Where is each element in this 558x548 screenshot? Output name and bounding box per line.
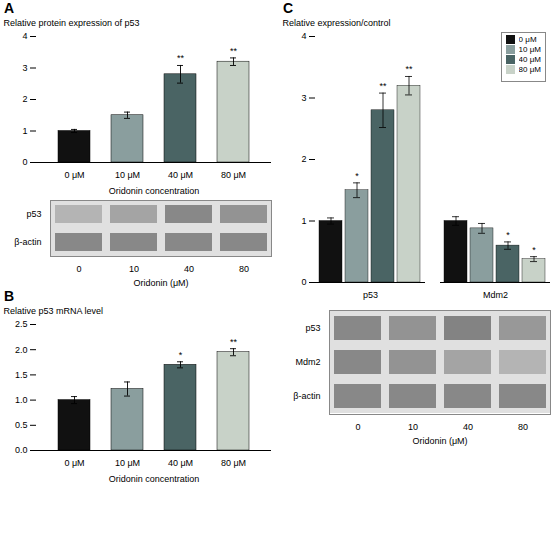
svg-text:p53: p53 [363, 290, 378, 300]
svg-text:p53: p53 [305, 323, 320, 333]
svg-text:0.0: 0.0 [15, 445, 28, 455]
svg-text:0 μM: 0 μM [64, 458, 84, 468]
svg-text:2: 2 [22, 94, 27, 104]
svg-text:1: 1 [301, 216, 306, 226]
html-text:0 μM: 0 μM [518, 35, 537, 44]
svg-text:0: 0 [22, 157, 27, 167]
svg-text:3: 3 [301, 93, 306, 103]
html-text:40 μM: 40 μM [518, 55, 541, 64]
svg-text:10: 10 [129, 264, 139, 274]
svg-text:Oridonin concentration: Oridonin concentration [109, 474, 200, 484]
html-text:B: B [4, 288, 15, 304]
svg-text:**: ** [379, 81, 387, 91]
svg-text:1.0: 1.0 [15, 395, 28, 405]
html-text:C: C [283, 0, 294, 16]
svg-text:10: 10 [408, 422, 418, 432]
svg-text:80: 80 [518, 422, 528, 432]
svg-text:Oridonin (μM): Oridonin (μM) [133, 278, 188, 288]
svg-text:10 μM: 10 μM [115, 170, 140, 180]
svg-text:p53: p53 [26, 209, 41, 219]
svg-text:0: 0 [301, 277, 306, 287]
svg-text:2: 2 [301, 154, 306, 164]
html-text:A: A [4, 0, 15, 16]
svg-text:Oridonin concentration: Oridonin concentration [109, 186, 200, 196]
svg-text:4: 4 [22, 31, 27, 41]
svg-text:*: * [506, 230, 510, 240]
svg-text:**: ** [405, 64, 413, 74]
svg-text:40: 40 [463, 422, 473, 432]
svg-text:1: 1 [22, 126, 27, 136]
svg-text:**: ** [230, 46, 238, 56]
svg-text:Mdm2: Mdm2 [483, 290, 508, 300]
svg-text:40 μM: 40 μM [168, 458, 193, 468]
svg-text:40 μM: 40 μM [168, 170, 193, 180]
svg-text:0 μM: 0 μM [64, 170, 84, 180]
svg-text:2.0: 2.0 [15, 345, 28, 355]
svg-text:80 μM: 80 μM [221, 170, 246, 180]
svg-text:80 μM: 80 μM [221, 458, 246, 468]
svg-text:**: ** [230, 337, 238, 347]
svg-text:0.5: 0.5 [15, 420, 28, 430]
svg-text:*: * [532, 245, 536, 255]
svg-text:80: 80 [239, 264, 249, 274]
svg-text:1.5: 1.5 [15, 370, 28, 380]
svg-text:β-actin: β-actin [14, 237, 41, 247]
svg-text:*: * [179, 350, 183, 360]
svg-text:*: * [355, 171, 359, 181]
svg-text:Oridonin (μM): Oridonin (μM) [412, 436, 467, 446]
svg-text:0: 0 [355, 422, 360, 432]
svg-text:Mdm2: Mdm2 [295, 357, 320, 367]
html-text:10 μM: 10 μM [518, 45, 541, 54]
svg-text:0: 0 [76, 264, 81, 274]
svg-text:Relative expression/control: Relative expression/control [283, 18, 391, 28]
svg-text:3: 3 [22, 63, 27, 73]
svg-text:β-actin: β-actin [293, 391, 320, 401]
svg-text:Relative p53 mRNA level: Relative p53 mRNA level [4, 306, 104, 316]
svg-text:Relative protein expression of: Relative protein expression of p53 [4, 18, 140, 28]
svg-text:40: 40 [184, 264, 194, 274]
html-text:80 μM: 80 μM [518, 65, 541, 74]
svg-text:10 μM: 10 μM [115, 458, 140, 468]
svg-text:**: ** [177, 53, 185, 63]
svg-text:4: 4 [301, 31, 306, 41]
svg-text:2.5: 2.5 [15, 319, 28, 329]
